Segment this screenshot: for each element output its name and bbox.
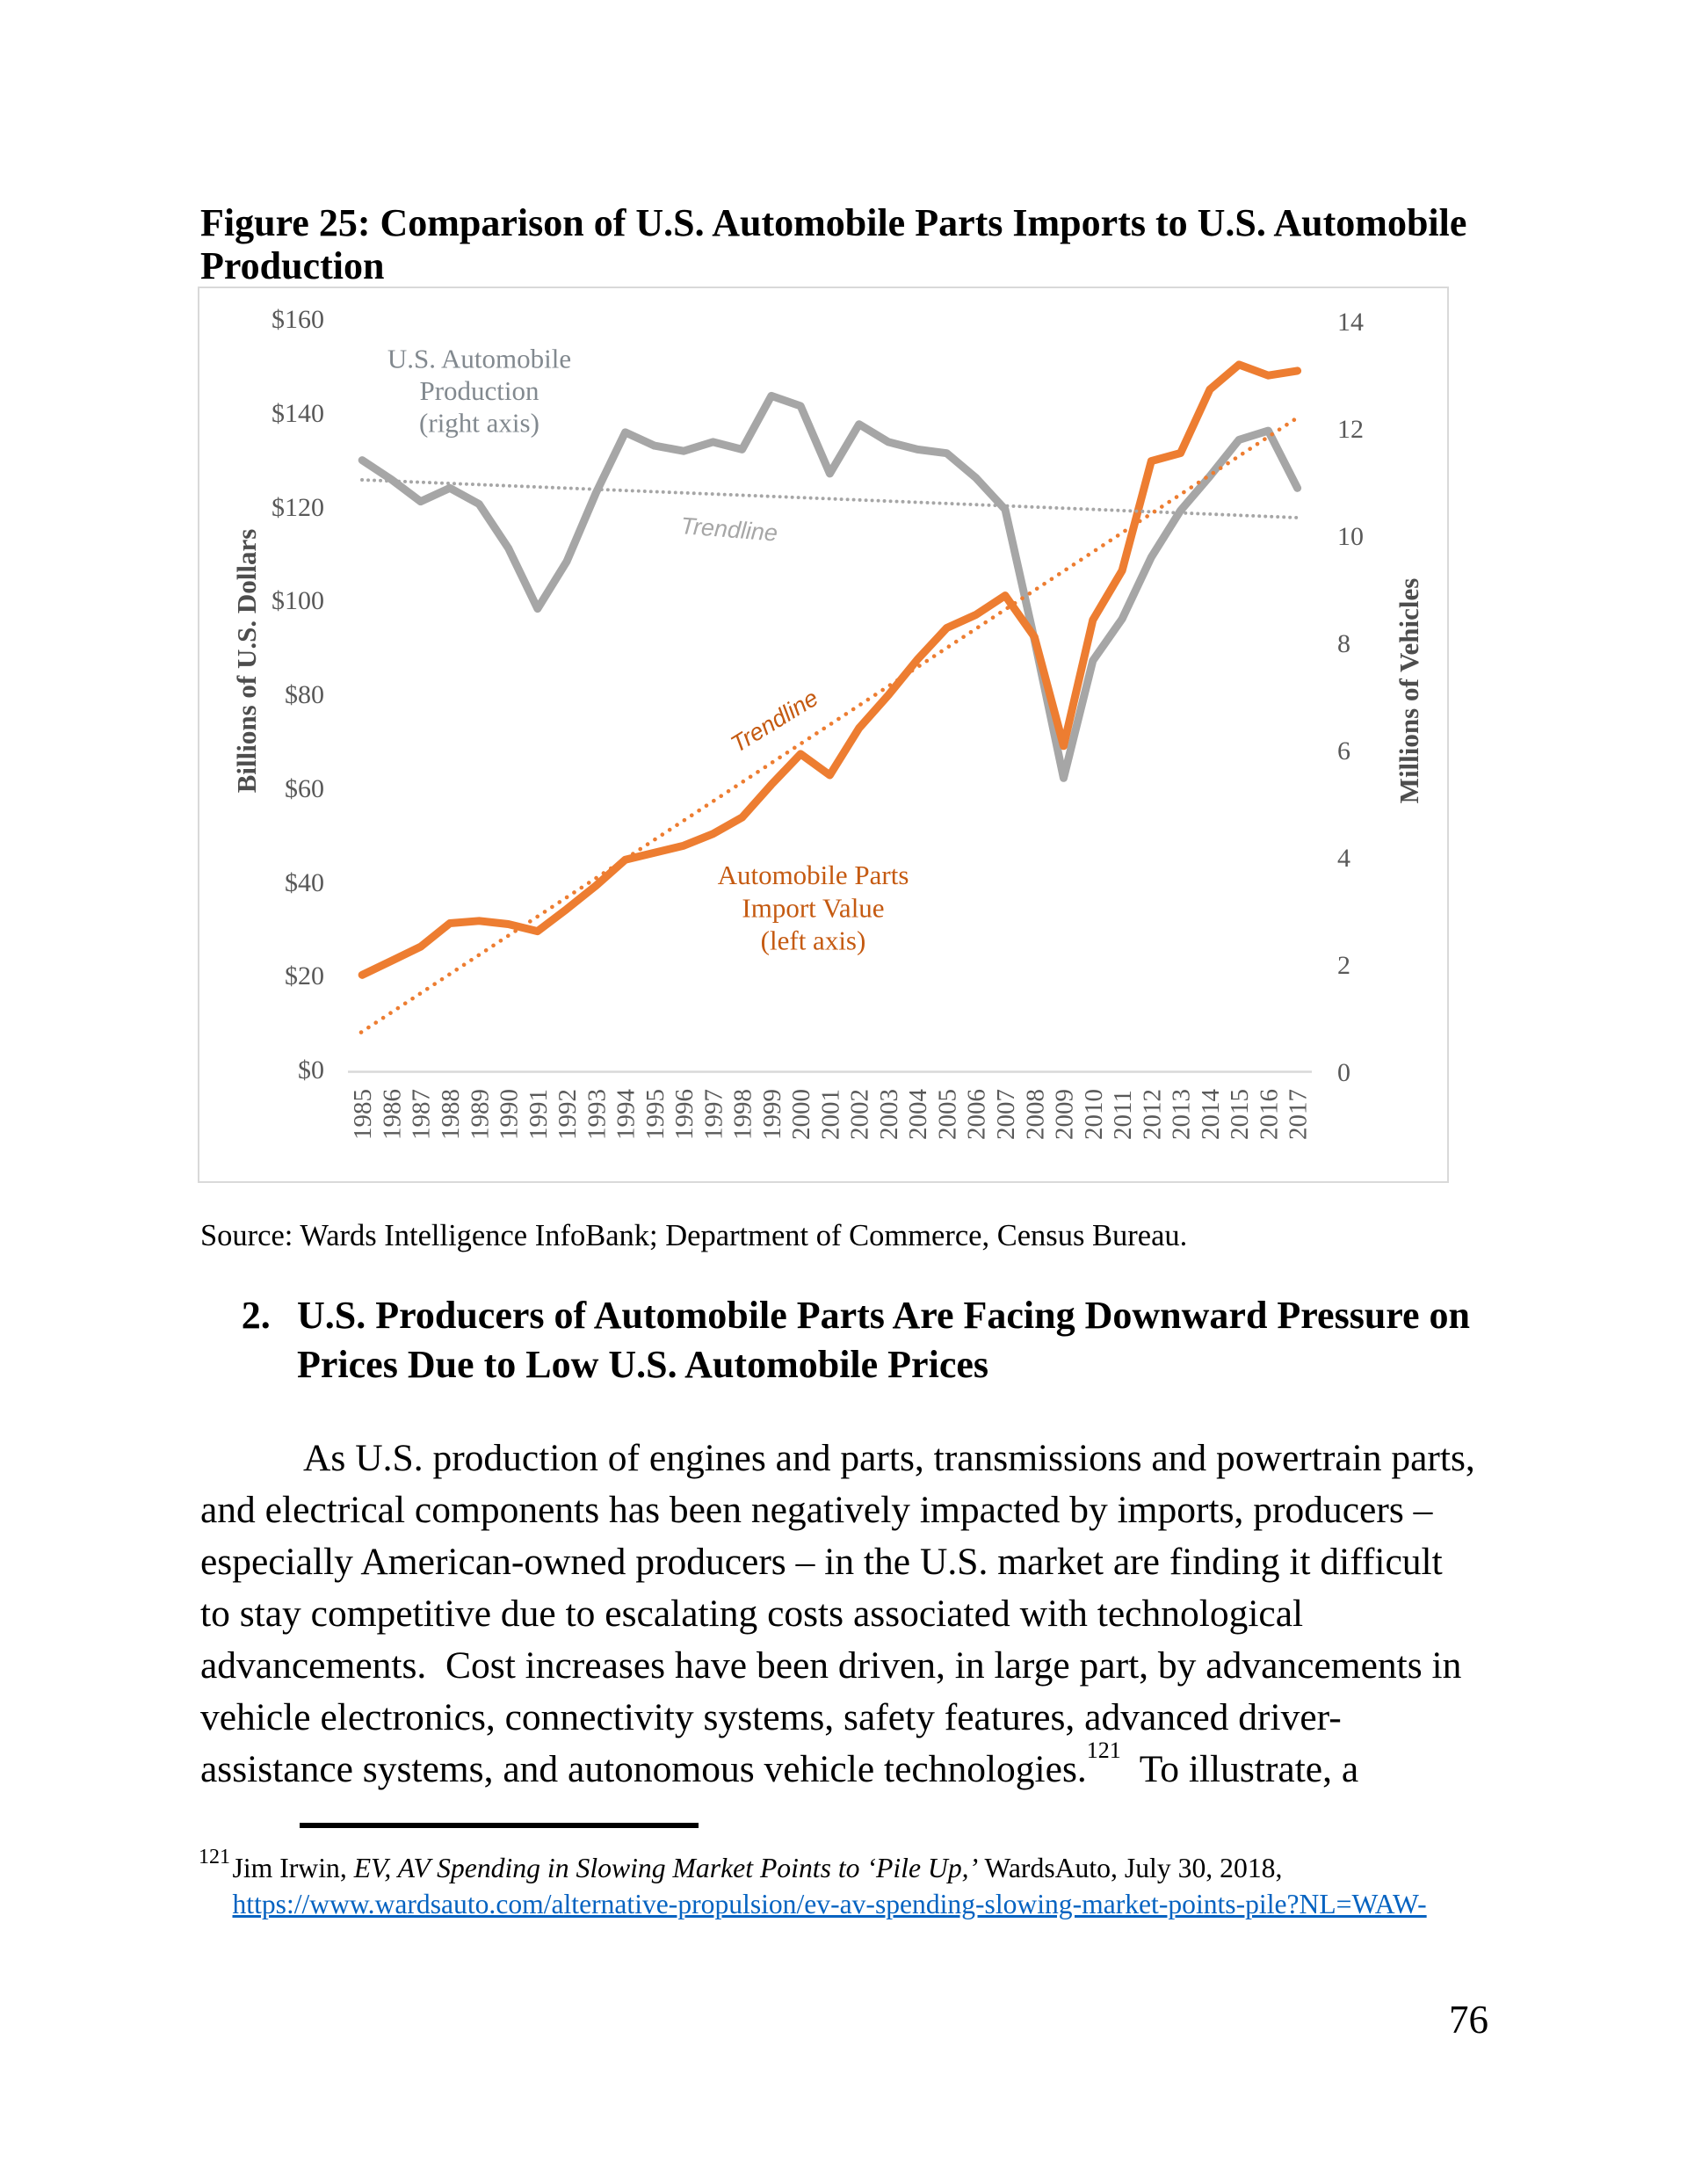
svg-text:Import Value: Import Value <box>742 893 884 924</box>
svg-text:2017: 2017 <box>1285 1089 1313 1140</box>
svg-text:2003: 2003 <box>875 1089 903 1140</box>
svg-text:2007: 2007 <box>992 1089 1020 1140</box>
svg-text:2009: 2009 <box>1051 1089 1079 1140</box>
svg-text:1987: 1987 <box>408 1089 436 1140</box>
svg-text:Automobile Parts: Automobile Parts <box>718 860 909 890</box>
svg-text:2015: 2015 <box>1226 1089 1254 1140</box>
svg-text:$20: $20 <box>285 961 324 990</box>
svg-text:2013: 2013 <box>1168 1089 1196 1140</box>
svg-text:2014: 2014 <box>1197 1089 1225 1141</box>
svg-text:$40: $40 <box>285 868 324 897</box>
svg-text:1994: 1994 <box>612 1089 641 1141</box>
svg-text:1997: 1997 <box>699 1089 728 1140</box>
svg-text:1995: 1995 <box>641 1089 670 1140</box>
svg-text:$100: $100 <box>272 586 324 615</box>
svg-text:2016: 2016 <box>1255 1089 1283 1140</box>
svg-text:$120: $120 <box>272 493 324 522</box>
svg-text:4: 4 <box>1337 844 1350 873</box>
svg-text:1999: 1999 <box>758 1089 786 1140</box>
svg-text:1993: 1993 <box>583 1089 611 1140</box>
svg-text:1992: 1992 <box>554 1089 582 1140</box>
svg-text:Trendline: Trendline <box>680 512 779 547</box>
svg-text:6: 6 <box>1337 736 1350 765</box>
svg-text:Production: Production <box>419 375 539 406</box>
svg-text:1989: 1989 <box>466 1089 494 1140</box>
svg-text:1991: 1991 <box>525 1089 553 1140</box>
svg-text:Trendline: Trendline <box>726 685 822 758</box>
svg-text:2006: 2006 <box>963 1089 991 1140</box>
svg-text:2008: 2008 <box>1021 1089 1049 1140</box>
svg-text:2000: 2000 <box>787 1089 815 1140</box>
svg-text:2012: 2012 <box>1138 1089 1166 1140</box>
svg-text:1996: 1996 <box>670 1089 699 1140</box>
svg-text:14: 14 <box>1337 308 1364 337</box>
svg-text:1998: 1998 <box>729 1089 757 1140</box>
svg-text:1990: 1990 <box>496 1089 524 1140</box>
svg-text:2010: 2010 <box>1080 1089 1108 1140</box>
svg-text:8: 8 <box>1337 629 1350 658</box>
svg-text:(right axis): (right axis) <box>419 407 539 438</box>
svg-text:2011: 2011 <box>1109 1090 1137 1140</box>
svg-text:$160: $160 <box>272 305 324 334</box>
svg-text:$0: $0 <box>298 1056 324 1085</box>
svg-text:1986: 1986 <box>379 1089 407 1140</box>
svg-text:0: 0 <box>1337 1058 1350 1087</box>
svg-text:1988: 1988 <box>437 1089 465 1140</box>
svg-text:$60: $60 <box>285 774 324 803</box>
svg-text:2004: 2004 <box>904 1089 932 1141</box>
svg-text:U.S. Automobile: U.S. Automobile <box>387 343 571 374</box>
svg-text:(left axis): (left axis) <box>761 925 866 956</box>
svg-text:2005: 2005 <box>934 1089 962 1140</box>
svg-text:2001: 2001 <box>816 1089 844 1140</box>
svg-text:2: 2 <box>1337 951 1350 980</box>
svg-text:1985: 1985 <box>349 1089 377 1140</box>
svg-text:Billions of U.S. Dollars: Billions of U.S. Dollars <box>231 529 262 794</box>
svg-text:12: 12 <box>1337 415 1364 444</box>
svg-text:$80: $80 <box>285 680 324 709</box>
svg-text:2002: 2002 <box>846 1089 874 1140</box>
svg-text:$140: $140 <box>272 399 324 428</box>
svg-text:10: 10 <box>1337 522 1364 551</box>
svg-text:Millions of Vehicles: Millions of Vehicles <box>1394 578 1424 804</box>
